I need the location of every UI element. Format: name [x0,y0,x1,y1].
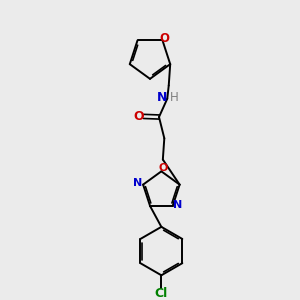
Text: N: N [157,91,167,104]
Text: N: N [133,178,142,188]
Text: O: O [133,110,144,123]
Text: N: N [173,200,183,210]
Text: H: H [169,91,178,104]
Text: Cl: Cl [155,286,168,299]
Text: O: O [160,32,170,45]
Text: O: O [158,163,167,173]
